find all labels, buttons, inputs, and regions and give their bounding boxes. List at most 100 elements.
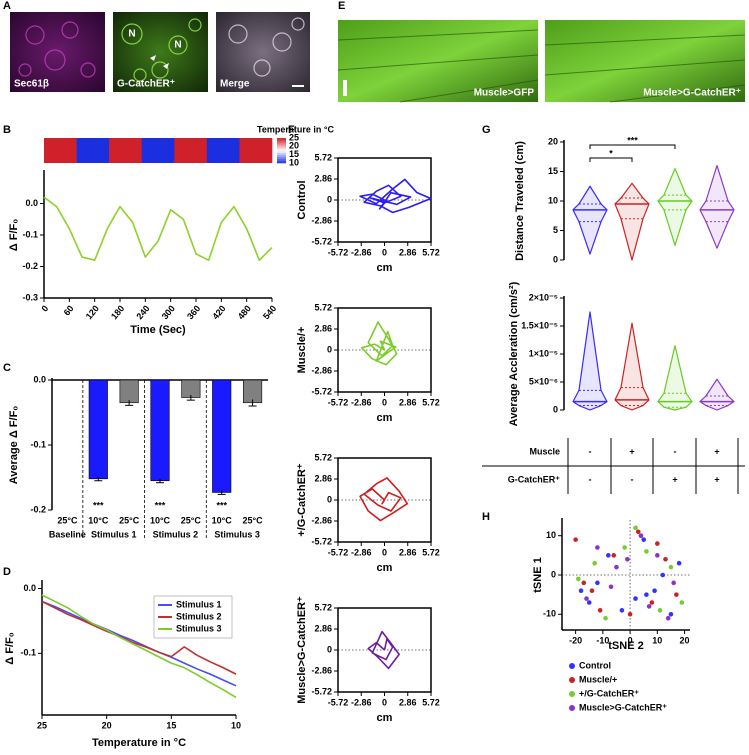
micrograph: Merge: [216, 12, 310, 92]
y-tick-label: 5.72: [314, 452, 332, 462]
y-axis-label: Muscle>G-CatchER⁺: [296, 596, 308, 704]
bar: [119, 379, 139, 404]
data-line: [41, 594, 237, 699]
scatter-point: [655, 553, 660, 558]
scatter-point: [671, 580, 676, 586]
colorbar-step: [277, 146, 286, 149]
x-tick-label: 10°C: [88, 515, 109, 525]
data-line: [367, 630, 400, 670]
y-tick-label: 5.72: [314, 152, 332, 162]
violin: [657, 345, 693, 411]
y-axis-label: +/G-CatchER⁺: [296, 463, 308, 537]
significance-label: ***: [93, 500, 104, 510]
colorbar-step: [277, 150, 286, 153]
x-tick-label: -2.86: [351, 397, 372, 407]
table-cell: +: [714, 474, 719, 484]
image-label: Muscle>GFP: [474, 88, 535, 99]
colorbar-step: [277, 160, 286, 164]
x-tick-label: 480: [236, 303, 253, 321]
group-label: Stimulus 2: [153, 529, 199, 539]
x-tick-label: 10: [652, 635, 662, 645]
scatter-point: [603, 615, 608, 621]
table-row-label: G-CatchER⁺: [508, 474, 561, 484]
x-tick-label: 2.86: [399, 547, 417, 557]
panel-letter: H: [482, 511, 490, 523]
x-tick-label: 180: [109, 303, 126, 321]
scatter-point: [633, 596, 638, 601]
temperature-segment: [109, 138, 143, 163]
x-tick-label: 20: [102, 720, 112, 730]
y-tick-label: 10: [548, 195, 558, 205]
y-tick-label: 5×10⁻⁶: [529, 376, 558, 386]
y-tick-label: 1×10⁻⁵: [529, 348, 558, 358]
violin: [572, 185, 608, 255]
scatter-point: [586, 600, 592, 605]
scatter-point: [655, 541, 660, 546]
violin: [699, 165, 735, 249]
panel-letter: A: [3, 0, 11, 12]
bar: [181, 379, 201, 398]
scatter-point: [611, 553, 617, 558]
scale-bar: [343, 80, 347, 96]
x-tick-label: 25°C: [243, 515, 264, 525]
scatter-point: [660, 572, 666, 578]
y-tick-label: -5.72: [311, 236, 332, 246]
x-tick-label: 60: [62, 303, 76, 317]
data-line: [41, 600, 237, 687]
x-axis-label: cm: [377, 412, 393, 424]
colorbar-step: [277, 144, 286, 147]
y-axis-label: Distance Traveled (cm): [514, 141, 526, 261]
x-tick-label: 25°C: [181, 515, 202, 525]
legend-swatch: [569, 691, 575, 697]
image-label: Sec61β: [14, 79, 49, 90]
scatter-point: [627, 611, 633, 617]
temperature-segment: [239, 138, 273, 163]
y-tick-label: -0.3: [22, 292, 38, 302]
x-tick-label: -5.72: [328, 697, 349, 707]
panel-letter: E: [338, 0, 345, 12]
x-tick-label: -2.86: [351, 697, 372, 707]
x-tick-label: 20: [680, 635, 690, 645]
table-cell: -: [589, 446, 592, 456]
x-tick-label: 15: [166, 720, 176, 730]
significance-label: ***: [155, 500, 166, 510]
y-axis-label: Control: [296, 180, 308, 219]
scatter-point: [605, 553, 611, 558]
y-tick-label: 5: [553, 225, 558, 235]
scatter-point: [674, 592, 679, 597]
significance-bracket: [589, 144, 676, 149]
colorbar-step: [277, 140, 286, 143]
legend-swatch: [569, 677, 575, 683]
data-line: [360, 321, 398, 366]
violin: [572, 311, 608, 411]
panel-letter: C: [3, 362, 11, 374]
legend-label: Stimulus 2: [176, 611, 222, 621]
scatter-point: [649, 600, 655, 605]
x-tick-label: 2.86: [399, 247, 417, 257]
legend-label: Stimulus 1: [176, 599, 222, 609]
y-tick-label: 0.0: [23, 583, 36, 593]
table-cell: -: [674, 446, 677, 456]
significance-label: ***: [216, 500, 227, 510]
x-axis-label: cm: [377, 712, 393, 724]
x-axis-label: cm: [377, 262, 393, 274]
colorbar-title: Temperature in °C: [257, 124, 334, 134]
legend-label: Control: [579, 660, 611, 670]
x-tick-label: -2.86: [351, 547, 372, 557]
x-axis-label: Time (Sec): [130, 324, 186, 336]
y-tick-label: 2.86: [314, 173, 332, 183]
table-cell: -: [631, 474, 634, 484]
x-tick-label: 0: [39, 303, 50, 313]
colorbar-step: [277, 152, 286, 155]
scatter-point: [641, 537, 647, 542]
y-axis-label: tSNE 1: [532, 557, 544, 592]
temperature-segment: [141, 138, 175, 163]
scatter-point: [578, 588, 584, 594]
x-tick-label: 540: [261, 303, 278, 321]
violin: [699, 378, 735, 411]
nucleus-label: N: [174, 40, 181, 51]
nucleus-label: N: [128, 29, 135, 40]
scatter-point: [595, 545, 600, 550]
bar: [88, 379, 108, 480]
